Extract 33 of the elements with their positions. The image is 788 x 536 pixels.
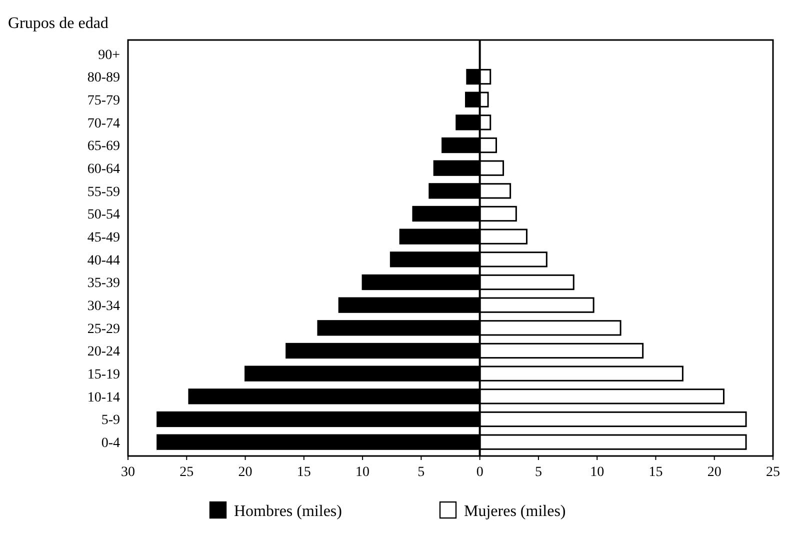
- y-tick-label: 20-24: [87, 344, 120, 360]
- x-tick-label: 30: [121, 465, 135, 480]
- x-tick-label: 25: [180, 465, 194, 480]
- y-tick-label: 80-89: [87, 70, 120, 86]
- y-tick-label: 30-34: [87, 298, 120, 314]
- y-tick-label: 50-54: [87, 208, 120, 223]
- y-tick-label: 60-64: [87, 162, 120, 177]
- y-tick-label: 90+: [98, 48, 120, 63]
- y-tick-label: 15-19: [87, 367, 120, 382]
- x-tick-label: 20: [238, 465, 252, 480]
- y-tick-label: 75-79: [87, 93, 120, 108]
- y-tick-label: 55-59: [87, 184, 120, 200]
- y-axis-title: Grupos de edad: [8, 15, 108, 32]
- legend-label: Mujeres (miles): [464, 503, 566, 520]
- y-tick-label: 45-49: [87, 230, 120, 246]
- y-tick-label: 5-9: [101, 413, 120, 428]
- legend-label: Hombres (miles): [234, 503, 342, 520]
- x-tick-label: 25: [766, 465, 780, 480]
- y-tick-label: 10-14: [87, 390, 120, 406]
- y-tick-label: 70-74: [87, 116, 120, 132]
- x-tick-label: 15: [296, 465, 311, 480]
- x-tick-label: 10: [590, 465, 604, 480]
- x-tick-label: 5: [534, 465, 542, 480]
- x-tick-label: 15: [648, 465, 663, 480]
- x-tick-label: 20: [707, 465, 722, 480]
- y-tick-label: 0-4: [101, 436, 120, 451]
- y-tick-label: 35-39: [87, 276, 120, 292]
- y-tick-label: 40-44: [87, 253, 120, 268]
- y-tick-label: 25-29: [87, 322, 120, 337]
- x-tick-label: 5: [418, 465, 425, 480]
- y-tick-label: 65-69: [87, 139, 120, 154]
- x-tick-label: 0: [476, 465, 484, 480]
- x-tick-label: 10: [356, 465, 370, 480]
